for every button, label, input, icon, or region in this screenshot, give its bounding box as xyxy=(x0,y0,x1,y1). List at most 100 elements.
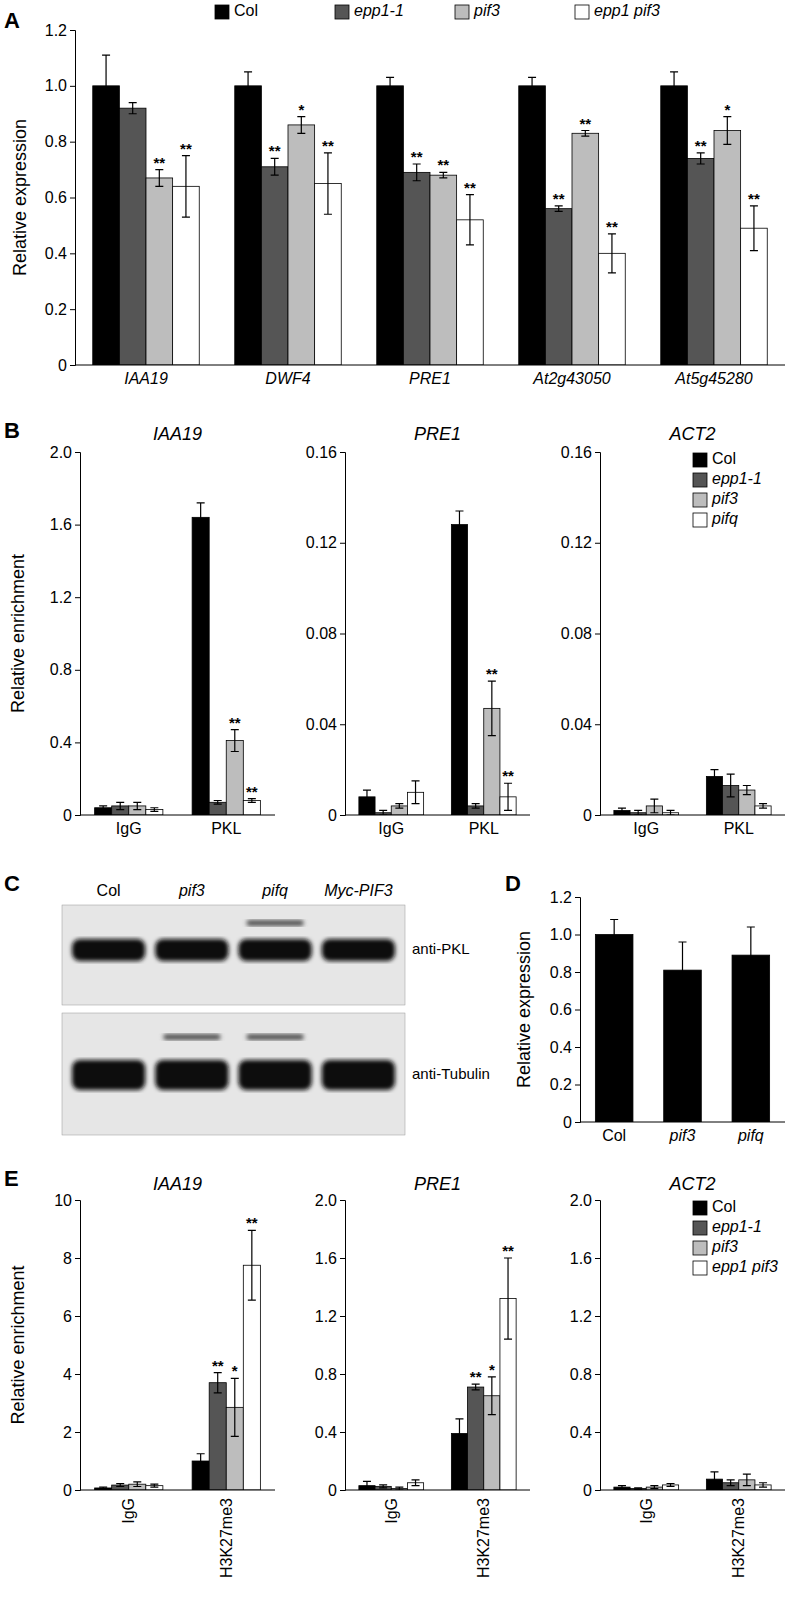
y-tick-mark xyxy=(75,815,80,816)
error-bar xyxy=(723,117,731,145)
y-tick-mark xyxy=(75,742,80,743)
y-tick: 2.0 xyxy=(315,1192,345,1209)
error-bar xyxy=(99,806,107,810)
y-axis-title: Relative enrichment xyxy=(8,1265,28,1424)
y-tick: 0.8 xyxy=(45,133,75,150)
error-bar xyxy=(667,1483,675,1486)
y-axis-line xyxy=(595,1201,601,1491)
row-label: anti-Tubulin xyxy=(412,1065,490,1082)
error-bar xyxy=(116,1484,124,1487)
y-axis-title: Relative expression xyxy=(10,119,30,276)
y-tick-label: 1.6 xyxy=(570,1250,592,1267)
legend-swatch xyxy=(335,5,349,19)
lane-label: Col xyxy=(97,882,121,899)
bar-chart: *****0246810IgGH3K27me3IAA19Relative enr… xyxy=(8,1174,275,1578)
x-axis-line xyxy=(345,1490,530,1491)
y-tick-mark xyxy=(595,1432,600,1433)
y-tick-mark xyxy=(595,634,600,635)
error-bar xyxy=(667,810,675,815)
error-bar xyxy=(747,927,755,983)
x-tick-label: IgG xyxy=(378,820,404,837)
x-tick-label: IAA19 xyxy=(124,370,168,387)
error-bar xyxy=(150,1484,158,1487)
error-bar xyxy=(133,1482,141,1487)
x-axis: IgGH3K27me3 xyxy=(80,1490,275,1578)
y-axis-line xyxy=(75,453,81,816)
y-tick-mark xyxy=(595,1490,600,1491)
annotations: ***** xyxy=(470,1242,514,1385)
y-tick-label: 1.2 xyxy=(50,589,72,606)
significance: ** xyxy=(470,1368,482,1385)
y-tick-label: 0 xyxy=(563,1114,572,1131)
legend-label: Col xyxy=(234,2,258,19)
y-tick: 0.12 xyxy=(306,534,345,551)
blot-background xyxy=(62,905,405,1005)
y-axis: 00.040.080.120.16 xyxy=(561,444,601,824)
legend-swatch xyxy=(215,5,229,19)
y-tick-mark xyxy=(575,1010,580,1011)
marks xyxy=(359,511,516,815)
error-bar xyxy=(182,156,190,217)
y-tick-mark xyxy=(595,1200,600,1201)
marks xyxy=(95,503,261,815)
y-axis-line xyxy=(575,898,581,1123)
bar xyxy=(714,131,741,366)
band xyxy=(322,1060,395,1090)
blot-background xyxy=(62,1013,405,1135)
bar xyxy=(572,133,599,365)
significance: ** xyxy=(322,137,334,154)
y-tick-mark xyxy=(70,30,75,31)
y-tick: 0.16 xyxy=(561,444,600,461)
bar xyxy=(545,209,572,365)
x-axis: IgGPKL xyxy=(345,815,530,837)
x-tick-label: At2g43050 xyxy=(532,370,611,387)
y-tick: 0.6 xyxy=(550,1001,580,1018)
x-tick-label: DWF4 xyxy=(265,370,310,387)
legend-label: epp1 pif3 xyxy=(594,2,660,19)
error-bar xyxy=(618,1486,626,1489)
y-tick-label: 0.8 xyxy=(315,1366,337,1383)
y-tick-label: 0.4 xyxy=(570,1424,592,1441)
y-tick-mark xyxy=(340,634,345,635)
y-axis-line xyxy=(340,1201,346,1491)
x-tick: pifq xyxy=(737,1127,764,1144)
x-axis-line xyxy=(580,1122,785,1123)
lane-label: Myc-PIF3 xyxy=(324,882,393,899)
y-axis: 00.40.81.21.62.0 xyxy=(570,1192,601,1499)
x-tick: H3K27me3 xyxy=(475,1498,492,1578)
significance: ** xyxy=(246,783,258,800)
error-bar xyxy=(214,1373,222,1393)
y-tick: 0 xyxy=(58,357,75,374)
error-bar xyxy=(608,234,616,273)
error-bar xyxy=(670,72,678,100)
significance: ** xyxy=(606,218,618,235)
legend: Colepp1-1pif3pifq xyxy=(693,450,762,527)
x-tick-label: pif3 xyxy=(669,1127,696,1144)
bar xyxy=(403,172,430,365)
bar xyxy=(261,167,288,365)
significance: ** xyxy=(464,179,476,196)
bar xyxy=(519,86,546,365)
bar-chart: *****00.40.81.21.62.0IgGH3K27me3PRE1 xyxy=(315,1174,530,1578)
error-bar xyxy=(197,503,205,532)
chart-title: ACT2 xyxy=(668,424,715,444)
y-tick: 0 xyxy=(563,1114,580,1131)
y-tick-mark xyxy=(340,1490,345,1491)
y-tick-label: 10 xyxy=(54,1192,72,1209)
bar-chart: 00.20.40.60.81.01.2Colpif3pifqRelative e… xyxy=(514,889,785,1145)
band xyxy=(155,1060,228,1090)
error-bar xyxy=(379,810,387,815)
faint-band xyxy=(246,1034,303,1040)
y-axis: 0246810 xyxy=(54,1192,80,1499)
y-tick-label: 0.4 xyxy=(315,1424,337,1441)
y-tick-label: 0.4 xyxy=(50,734,72,751)
band xyxy=(72,1060,145,1090)
x-tick: At5g45280 xyxy=(674,370,753,387)
legend-label: epp1-1 xyxy=(354,2,404,19)
faint-band xyxy=(246,920,303,926)
bar xyxy=(687,158,714,365)
y-tick: 0.8 xyxy=(315,1366,345,1383)
y-tick-label: 0 xyxy=(328,1482,337,1499)
error-bar xyxy=(455,1419,463,1448)
y-axis: 00.040.080.120.16 xyxy=(306,444,346,824)
